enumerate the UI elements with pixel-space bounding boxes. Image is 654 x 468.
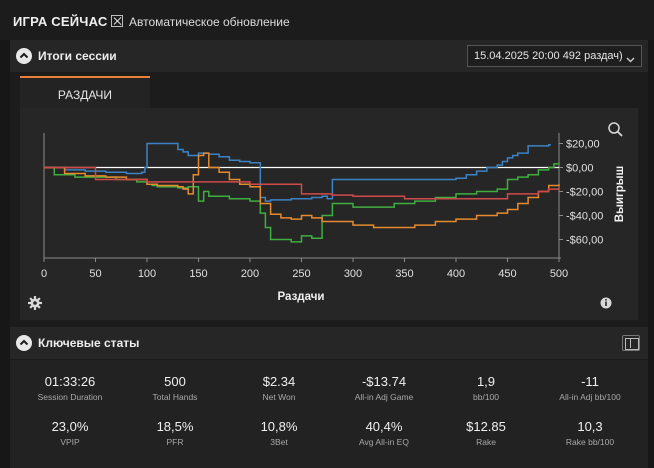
x-tick-label: 250 <box>292 268 310 280</box>
series-line-0 <box>44 142 551 202</box>
x-tick-label: 50 <box>89 268 101 280</box>
y-tick-label: -$20,00 <box>566 187 603 199</box>
key-stats-grid: 01:33:26 Session Duration 500 Total Hands … <box>10 360 648 468</box>
settings-gear-icon[interactable] <box>28 296 42 310</box>
session-select[interactable]: 15.04.2025 20:00 492 раздач) <box>467 45 642 67</box>
stat-vpip: 23,0% VPIP <box>51 419 89 447</box>
chevron-up-icon[interactable] <box>16 48 32 64</box>
y-tick-label: -$60,00 <box>566 235 603 247</box>
left-edge <box>0 40 10 468</box>
series-line-3 <box>44 166 560 200</box>
auto-refresh-label[interactable]: Автоматическое обновление <box>129 15 290 29</box>
series-line-2 <box>44 152 560 229</box>
tab-hands-label: РАЗДАЧИ <box>57 88 113 102</box>
y-tick-label: $0,00 <box>566 163 594 175</box>
stat-rake-bb100: 10,3 Rake bb/100 <box>565 419 615 447</box>
stat-allin-adj-game: -$13.74 All-in Adj Game <box>354 374 414 402</box>
chevron-down-icon <box>626 51 635 69</box>
y-tick-label: $20,00 <box>566 139 600 151</box>
stat-allin-adj-bb100: -11 All-in Adj bb/100 <box>559 374 621 402</box>
page-title: ИГРА СЕЙЧАС <box>13 14 108 29</box>
x-tick-label: 400 <box>447 268 465 280</box>
chevron-up-icon[interactable] <box>16 335 32 351</box>
x-axis-label: Раздачи <box>278 291 325 303</box>
x-tick-label: 0 <box>41 268 47 280</box>
y-tick-label: -$40,00 <box>566 211 603 223</box>
series-line-1 <box>44 162 560 243</box>
right-edge <box>648 40 654 468</box>
stat-total-hands: 500 Total Hands <box>152 374 198 402</box>
info-icon[interactable] <box>600 297 612 309</box>
auto-refresh-checkbox[interactable] <box>111 15 123 27</box>
x-tick-label: 100 <box>138 268 156 280</box>
stat-bb100: 1,9 bb/100 <box>473 374 499 402</box>
tab-hands[interactable]: РАЗДАЧИ <box>20 76 150 108</box>
winnings-chart: 0 50 100 150 200 250 300 350 400 450 500 $20,00 $0,0… <box>20 108 638 320</box>
key-stats-header: Ключевые статы <box>10 327 648 359</box>
x-tick-label: 500 <box>550 268 568 280</box>
x-tick-label: 350 <box>395 268 413 280</box>
zoom-icon[interactable] <box>608 122 623 137</box>
stat-net-won: $2.34 Net Won <box>262 374 296 402</box>
stat-avg-allin-eq: 40,4% Avg All-in EQ <box>359 419 409 447</box>
session-panel-header: Итоги сессии 15.04.2025 20:00 492 раздач… <box>10 40 648 72</box>
session-select-value: 15.04.2025 20:00 492 раздач) <box>474 50 623 62</box>
y-axis-label: Выигрыш <box>614 166 626 222</box>
x-tick-label: 200 <box>241 268 259 280</box>
winnings-chart-svg: 0 50 100 150 200 250 300 350 400 450 500 $20,00 $0,0… <box>28 122 626 310</box>
layout-toggle-icon[interactable] <box>622 335 640 351</box>
x-tick-label: 150 <box>189 268 207 280</box>
session-panel-title: Итоги сессии <box>38 49 117 63</box>
stat-pfr: 18,5% PFR <box>156 419 194 447</box>
top-bar: ИГРА СЕЙЧАС Автоматическое обновление <box>0 0 654 40</box>
stat-rake: $12.85 Rake <box>466 419 506 447</box>
x-tick-label: 300 <box>344 268 362 280</box>
x-tick-label: 450 <box>498 268 516 280</box>
stat-session-duration: 01:33:26 Session Duration <box>37 374 103 402</box>
key-stats-title: Ключевые статы <box>38 336 140 350</box>
stat-3bet: 10,8% 3Bet <box>260 419 298 447</box>
